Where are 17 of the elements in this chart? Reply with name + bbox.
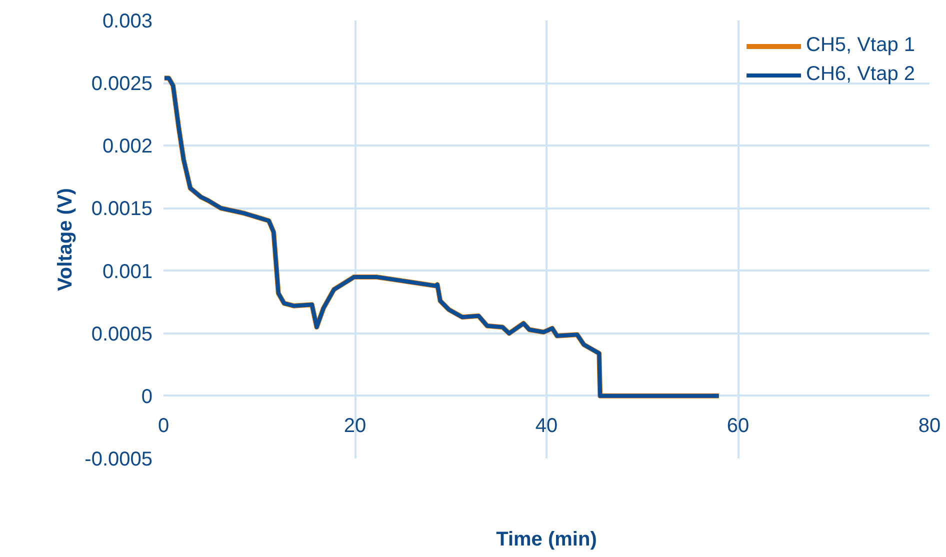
y-tick-label: 0.001 bbox=[102, 260, 153, 283]
x-tick-label: 60 bbox=[726, 414, 750, 437]
y-tick-label: 0.0015 bbox=[91, 198, 152, 220]
y-axis-title: Voltage (V) bbox=[54, 188, 77, 291]
y-tick-label: 0.0005 bbox=[91, 323, 152, 346]
y-tick-label: 0.002 bbox=[102, 136, 153, 158]
x-tick-label: 0 bbox=[158, 414, 170, 437]
legend-label: CH5, Vtap 1 bbox=[806, 34, 915, 57]
x-tick-label: 80 bbox=[918, 414, 941, 437]
y-tick-label: 0.003 bbox=[102, 10, 153, 32]
y-tick-label: 0.0025 bbox=[91, 73, 152, 96]
y-tick-label: -0.0005 bbox=[84, 448, 153, 470]
x-tick-label: 40 bbox=[535, 414, 558, 437]
legend-label: CH6, Vtap 2 bbox=[806, 63, 915, 86]
x-tick-label: 20 bbox=[344, 414, 366, 437]
y-tick-label: 0 bbox=[141, 386, 152, 408]
x-axis-title: Time (min) bbox=[496, 528, 597, 550]
